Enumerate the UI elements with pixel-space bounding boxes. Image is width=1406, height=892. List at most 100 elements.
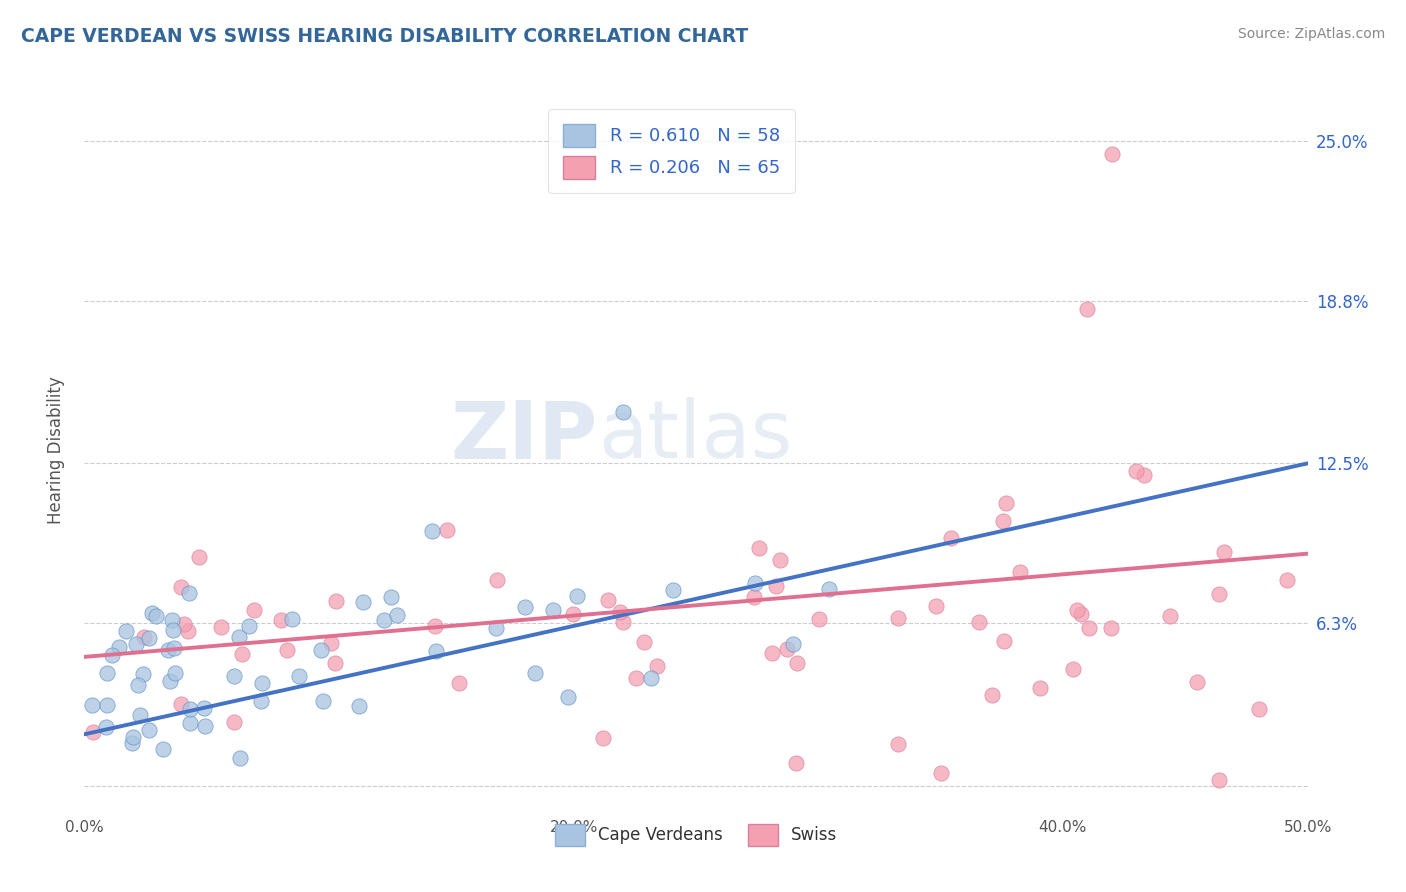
Point: [609, 605, 631, 619]
Point: [744, 575, 766, 590]
Point: [645, 659, 668, 673]
Point: [769, 553, 792, 567]
Point: [231, 647, 253, 661]
Point: [1208, 587, 1230, 601]
Point: [323, 657, 346, 671]
Point: [1062, 662, 1084, 676]
Point: [132, 666, 155, 681]
Point: [808, 612, 831, 626]
Point: [115, 624, 138, 638]
Point: [817, 582, 839, 597]
Legend: Cape Verdeans, Swiss: Cape Verdeans, Swiss: [547, 816, 845, 854]
Point: [162, 613, 184, 627]
Point: [163, 665, 186, 680]
Point: [325, 594, 347, 608]
Point: [287, 669, 309, 683]
Point: [96, 666, 118, 681]
Point: [633, 635, 655, 649]
Point: [886, 611, 908, 625]
Point: [352, 595, 374, 609]
Point: [145, 609, 167, 624]
Point: [1028, 681, 1050, 696]
Point: [484, 622, 506, 636]
Point: [929, 766, 952, 780]
Point: [141, 606, 163, 620]
Point: [598, 593, 620, 607]
Point: [125, 637, 148, 651]
Point: [152, 742, 174, 756]
Point: [887, 737, 910, 751]
Point: [449, 675, 471, 690]
Point: [1010, 565, 1032, 579]
Point: [281, 612, 304, 626]
Point: [485, 573, 508, 587]
Point: [170, 697, 193, 711]
Point: [980, 688, 1002, 702]
Point: [1066, 603, 1088, 617]
Point: [312, 694, 335, 708]
Point: [786, 656, 808, 670]
Point: [785, 756, 807, 770]
Point: [991, 514, 1014, 528]
Point: [1078, 622, 1101, 636]
Point: [170, 580, 193, 594]
Point: [179, 702, 201, 716]
Point: [661, 583, 683, 598]
Point: [179, 716, 201, 731]
Point: [782, 637, 804, 651]
Point: [592, 731, 614, 746]
Point: [222, 715, 245, 730]
Point: [612, 405, 634, 419]
Point: [1125, 464, 1147, 478]
Text: CAPE VERDEAN VS SWISS HEARING DISABILITY CORRELATION CHART: CAPE VERDEAN VS SWISS HEARING DISABILITY…: [21, 27, 748, 45]
Point: [1070, 607, 1092, 621]
Point: [138, 723, 160, 738]
Point: [121, 736, 143, 750]
Point: [523, 665, 546, 680]
Point: [250, 676, 273, 690]
Point: [209, 620, 232, 634]
Point: [162, 641, 184, 656]
Point: [122, 731, 145, 745]
Point: [995, 496, 1018, 510]
Point: [177, 624, 200, 638]
Point: [1187, 675, 1209, 690]
Text: atlas: atlas: [598, 397, 793, 475]
Point: [270, 613, 292, 627]
Point: [967, 615, 990, 630]
Point: [565, 589, 588, 603]
Point: [347, 699, 370, 714]
Point: [276, 643, 298, 657]
Point: [612, 615, 634, 630]
Point: [187, 549, 209, 564]
Point: [420, 524, 443, 539]
Point: [1099, 621, 1122, 635]
Point: [1247, 701, 1270, 715]
Point: [925, 599, 948, 613]
Point: [387, 607, 409, 622]
Point: [423, 619, 446, 633]
Point: [132, 631, 155, 645]
Point: [1277, 574, 1299, 588]
Point: [194, 719, 217, 733]
Point: [228, 750, 250, 764]
Point: [775, 642, 797, 657]
Point: [761, 646, 783, 660]
Point: [129, 708, 152, 723]
Point: [1132, 468, 1154, 483]
Point: [127, 678, 149, 692]
Point: [101, 648, 124, 662]
Point: [82, 725, 104, 739]
Point: [765, 579, 787, 593]
Point: [177, 586, 200, 600]
Point: [1159, 608, 1181, 623]
Point: [748, 541, 770, 555]
Point: [222, 669, 245, 683]
Point: [561, 607, 583, 622]
Point: [162, 623, 184, 637]
Point: [108, 640, 131, 654]
Point: [242, 602, 264, 616]
Point: [157, 642, 180, 657]
Point: [238, 619, 260, 633]
Point: [993, 634, 1015, 648]
